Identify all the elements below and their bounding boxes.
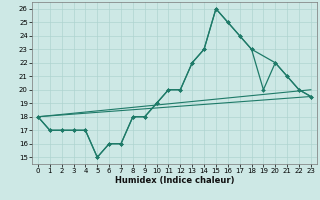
X-axis label: Humidex (Indice chaleur): Humidex (Indice chaleur) — [115, 176, 234, 185]
